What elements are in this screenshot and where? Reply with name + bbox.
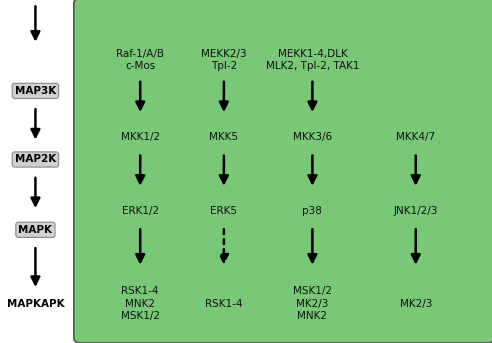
Text: MEKK2/3
Tpl-2: MEKK2/3 Tpl-2 bbox=[201, 49, 246, 71]
Text: MAPKAPK: MAPKAPK bbox=[6, 298, 64, 309]
Text: MAP3K: MAP3K bbox=[15, 86, 56, 96]
Text: ERK1/2: ERK1/2 bbox=[122, 206, 159, 216]
Text: ERK5: ERK5 bbox=[211, 206, 237, 216]
Text: MEKK1-4,DLK
MLK2, Tpl-2, TAK1: MEKK1-4,DLK MLK2, Tpl-2, TAK1 bbox=[266, 49, 359, 71]
Text: JNK1/2/3: JNK1/2/3 bbox=[394, 206, 438, 216]
Text: MKK4/7: MKK4/7 bbox=[396, 132, 435, 142]
Text: MKK1/2: MKK1/2 bbox=[121, 132, 160, 142]
Text: RSK1-4: RSK1-4 bbox=[205, 298, 243, 309]
Text: RSK1-4
MNK2
MSK1/2: RSK1-4 MNK2 MSK1/2 bbox=[121, 286, 160, 321]
Text: MSK1/2
MK2/3
MNK2: MSK1/2 MK2/3 MNK2 bbox=[293, 286, 332, 321]
Text: p38: p38 bbox=[303, 206, 322, 216]
Text: MAPK: MAPK bbox=[18, 225, 53, 235]
FancyBboxPatch shape bbox=[74, 0, 492, 343]
Text: MKK3/6: MKK3/6 bbox=[293, 132, 332, 142]
Text: MK2/3: MK2/3 bbox=[400, 298, 432, 309]
Text: MAP2K: MAP2K bbox=[15, 154, 56, 165]
Text: MKK5: MKK5 bbox=[210, 132, 238, 142]
Text: Raf-1/A/B
c-Mos: Raf-1/A/B c-Mos bbox=[116, 49, 164, 71]
